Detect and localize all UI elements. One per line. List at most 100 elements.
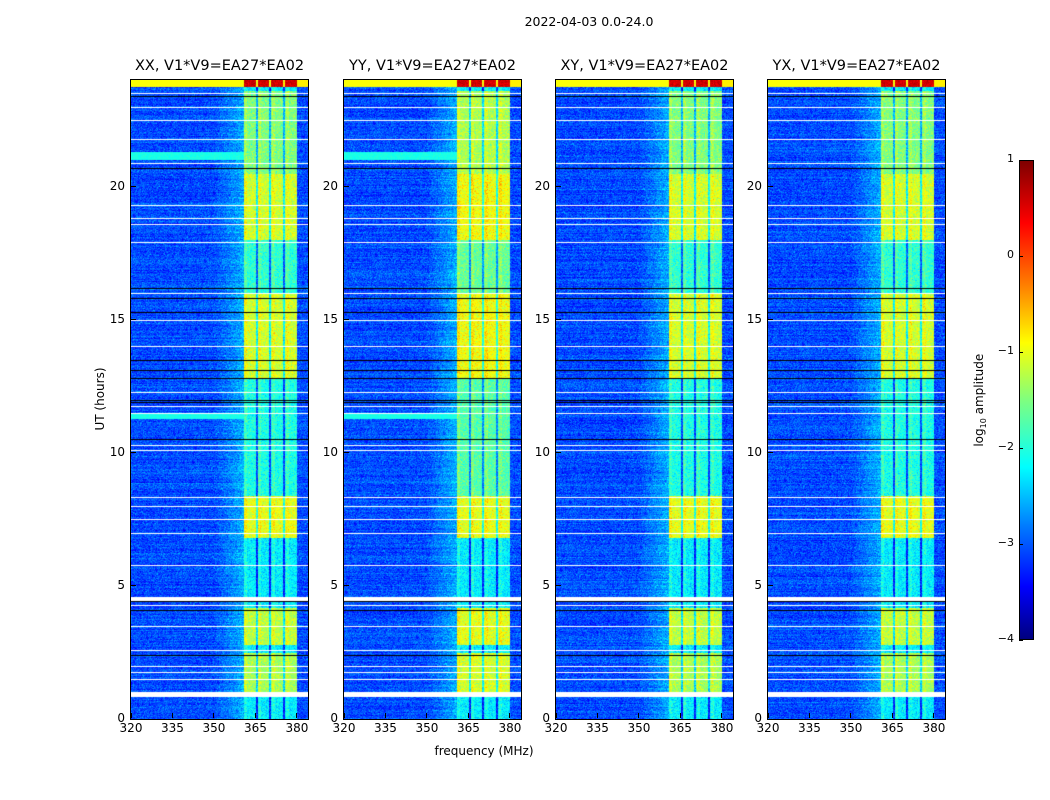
x-tick-label: 320	[332, 721, 356, 735]
x-tick-label: 365	[669, 721, 692, 735]
y-tick-label: 10	[109, 444, 125, 459]
x-tick-label: 365	[244, 721, 267, 735]
colorbar	[1019, 160, 1034, 640]
x-tick	[343, 713, 345, 718]
y-tick-label: 15	[534, 311, 550, 326]
x-tick-label: 380	[285, 721, 309, 735]
x-tick	[467, 713, 469, 718]
x-axis-label: frequency (MHz)	[434, 744, 534, 758]
y-tick	[344, 319, 349, 321]
y-tick-label: 20	[322, 178, 338, 193]
y-tick	[768, 319, 773, 321]
heatmap-image	[131, 80, 308, 719]
spectrogram-panel: XY, V1*V9=EA27*EA02 320 335 350 365 380 0 5 10 15…	[535, 58, 734, 735]
x-tick	[254, 713, 256, 718]
x-tick	[426, 713, 428, 718]
spectrogram-panel: XX, V1*V9=EA27*EA02 320 335 350 365 380 0 5 10 15…	[110, 58, 309, 735]
x-tick-label: 350	[202, 721, 226, 735]
x-tick-label: 335	[586, 721, 609, 735]
x-tick-label: 365	[457, 721, 480, 735]
y-tick-label: 5	[542, 577, 550, 592]
x-tick-label: 380	[922, 721, 946, 735]
y-tick-label: 0	[330, 711, 338, 725]
y-tick-label: 15	[322, 311, 338, 326]
colorbar-tick-label: −4	[997, 632, 1014, 645]
x-tick-label: 335	[161, 721, 184, 735]
colorbar-label-text: amplitude	[971, 353, 986, 419]
y-tick-label: 5	[754, 577, 762, 592]
x-tick	[808, 713, 810, 718]
x-tick-label: 320	[756, 721, 780, 735]
y-tick	[344, 452, 349, 454]
colorbar-tick-label: −2	[997, 440, 1014, 453]
y-tick	[768, 186, 773, 187]
x-tick	[130, 713, 132, 718]
y-tick	[556, 319, 561, 321]
x-tick-label: 335	[798, 721, 821, 735]
y-tick	[768, 452, 773, 454]
y-tick-label: 5	[330, 577, 338, 592]
y-tick	[131, 186, 136, 187]
y-tick	[556, 186, 561, 187]
x-tick-label: 320	[119, 721, 143, 735]
x-tick-label: 320	[544, 721, 568, 735]
y-tick-label: 10	[534, 444, 550, 459]
colorbar-tick	[1019, 256, 1023, 257]
y-tick	[131, 585, 136, 587]
y-tick	[556, 585, 561, 587]
x-tick	[596, 713, 598, 718]
y-tick-label: 0	[117, 711, 125, 725]
x-tick-label: 350	[627, 721, 651, 735]
heatmap-image	[344, 80, 521, 719]
x-tick-label: 380	[710, 721, 734, 735]
y-tick-label: 10	[322, 444, 338, 459]
spectrogram-panel: YX, V1*V9=EA27*EA02 320 335 350 365 380 0 5 10 15…	[747, 58, 946, 735]
y-tick	[556, 452, 561, 454]
panel-title: YX, V1*V9=EA27*EA02	[772, 58, 941, 74]
heatmap-image	[768, 80, 945, 719]
panel-title: XY, V1*V9=EA27*EA02	[560, 58, 729, 74]
x-tick	[384, 713, 386, 718]
y-tick-label: 20	[746, 178, 762, 193]
y-tick-label: 20	[109, 178, 125, 193]
y-tick-label: 5	[117, 577, 125, 592]
colorbar-tick-label: −3	[997, 536, 1014, 549]
x-tick	[721, 713, 723, 718]
x-tick-label: 350	[415, 721, 439, 735]
x-tick	[891, 713, 893, 718]
panel-title: XX, V1*V9=EA27*EA02	[134, 58, 305, 74]
colorbar-tick-label: 0	[1007, 248, 1014, 261]
colorbar-tick-label: 1	[1007, 152, 1014, 165]
x-tick-label: 380	[498, 721, 522, 735]
heatmap-image	[556, 80, 733, 719]
x-tick-label: 335	[374, 721, 397, 735]
colorbar-tick	[1019, 160, 1023, 161]
y-tick	[131, 718, 136, 720]
colorbar-tick-label: −1	[997, 344, 1014, 357]
y-tick	[768, 585, 773, 587]
colorbar-tick	[1019, 352, 1023, 353]
colorbar-label: log10 amplitude	[972, 340, 988, 460]
y-tick	[131, 319, 136, 321]
y-tick	[344, 718, 349, 720]
y-tick	[344, 585, 349, 587]
x-tick	[555, 713, 557, 718]
x-tick	[933, 713, 935, 718]
y-tick-label: 0	[754, 711, 762, 725]
x-tick	[171, 713, 173, 718]
x-tick-label: 350	[839, 721, 863, 735]
colorbar-label-log: log	[971, 428, 986, 447]
x-tick	[767, 713, 769, 718]
figure-title: 2022-04-03 0.0-24.0	[524, 14, 654, 29]
y-tick	[131, 452, 136, 454]
x-tick	[850, 713, 852, 718]
x-tick	[213, 713, 215, 718]
y-tick-label: 15	[109, 311, 125, 326]
x-tick	[509, 713, 511, 718]
x-tick	[296, 713, 298, 718]
y-tick-label: 10	[746, 444, 762, 459]
panel-title: YY, V1*V9=EA27*EA02	[349, 58, 516, 74]
y-axis-label: UT (hours)	[93, 367, 107, 431]
x-tick	[679, 713, 681, 718]
y-tick	[768, 718, 773, 720]
